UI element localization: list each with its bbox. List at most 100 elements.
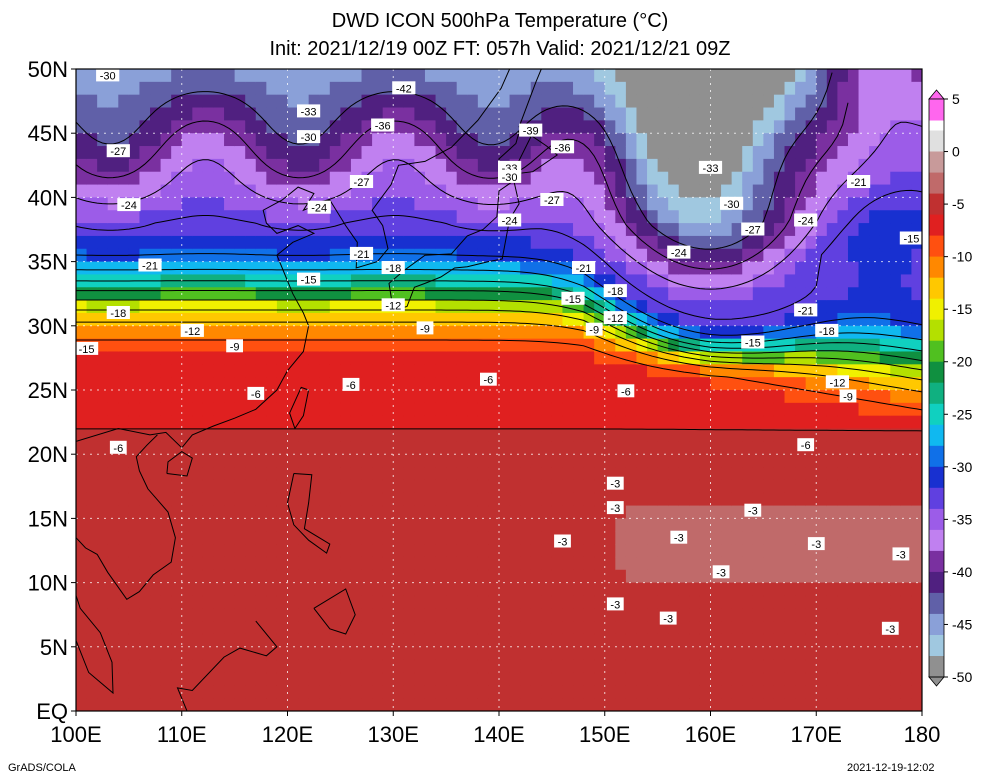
contour-label: -27 (106, 144, 130, 158)
contour-label: -15 (561, 291, 585, 306)
svg-text:-36: -36 (375, 121, 391, 133)
svg-text:-3: -3 (885, 624, 895, 636)
colorbar-bottom-arrow (928, 676, 945, 687)
contour-label: -3 (744, 503, 762, 518)
contour-label: -12 (381, 298, 405, 312)
colorbar-bin (929, 319, 944, 342)
colorbar-bin (929, 382, 944, 405)
colorbar-bin (929, 424, 944, 447)
svg-text:-36: -36 (555, 142, 571, 154)
coastlines (76, 69, 559, 711)
colorbar: 5 0 -5 -10 -15 -20 -25 -30 -35 -40 -45 -50 (928, 89, 972, 687)
contour-label: -27 (349, 175, 374, 189)
svg-text:-33: -33 (703, 163, 719, 175)
contour-label: -30 (297, 130, 321, 144)
svg-text:-30: -30 (301, 132, 317, 144)
lat-label: 50N (28, 57, 68, 82)
contour-label: -24 (307, 200, 331, 215)
svg-text:-39: -39 (523, 126, 539, 138)
lon-label: 100E (50, 722, 101, 747)
svg-text:-24: -24 (502, 216, 518, 228)
svg-text:-9: -9 (230, 341, 240, 353)
colorbar-label: -30 (952, 459, 972, 475)
colorbar-label: -50 (952, 669, 972, 685)
colorbar-label: -35 (952, 511, 972, 527)
colorbar-bin (929, 592, 944, 615)
lat-label: 45N (28, 121, 68, 146)
svg-text:-6: -6 (621, 386, 631, 398)
svg-text:-21: -21 (142, 261, 158, 273)
contour-label: -6 (342, 377, 360, 392)
svg-text:-6: -6 (346, 380, 356, 392)
contour-label: -6 (247, 386, 265, 401)
svg-text:-3: -3 (610, 479, 620, 491)
svg-text:-18: -18 (385, 263, 401, 275)
colorbar-top-arrow (928, 89, 945, 100)
svg-text:-18: -18 (819, 326, 835, 338)
temperature-field (76, 69, 922, 711)
svg-text:-3: -3 (811, 539, 821, 551)
contour-label: -3 (606, 476, 624, 491)
svg-text:-21: -21 (576, 263, 592, 275)
svg-text:-15: -15 (745, 338, 761, 350)
contour-label: -3 (881, 621, 899, 636)
colorbar-bin (929, 613, 944, 636)
svg-text:-12: -12 (829, 377, 845, 389)
svg-text:-30: -30 (724, 199, 740, 211)
contour-label: -9 (839, 389, 857, 403)
colorbar-bin (929, 277, 944, 300)
svg-text:-9: -9 (420, 323, 430, 335)
svg-text:-42: -42 (396, 83, 412, 95)
svg-text:-12: -12 (607, 313, 623, 325)
contour-label: -15 (75, 341, 99, 356)
contour-label: -15 (741, 335, 765, 350)
svg-text:-24: -24 (671, 248, 687, 260)
contour-label: -3 (659, 611, 677, 626)
colorbar-bin (929, 403, 944, 426)
contour-label: -3 (892, 547, 910, 561)
colorbar-bin (929, 508, 944, 531)
colorbar-bin (929, 635, 944, 657)
contour-labels: -42-30-33-36-30-39-36-27-33-30-33-27 -21-… (75, 68, 923, 636)
svg-text:-6: -6 (484, 375, 494, 387)
colorbar-bin (929, 529, 944, 552)
colorbar-label: 0 (952, 144, 960, 160)
contour-label: -6 (617, 384, 635, 398)
svg-text:-21: -21 (851, 177, 867, 189)
contour-label: -3 (606, 597, 624, 611)
lon-label: 110E (157, 722, 207, 747)
colorbar-bin (929, 151, 944, 173)
svg-text:-3: -3 (674, 533, 684, 545)
colorbar-label: -25 (952, 406, 972, 422)
contour-label: -30 (498, 169, 522, 184)
svg-text:-3: -3 (558, 537, 568, 549)
svg-text:-9: -9 (589, 325, 599, 337)
svg-text:-27: -27 (745, 225, 761, 237)
svg-text:-3: -3 (716, 567, 726, 579)
lat-label: 25N (28, 378, 68, 403)
svg-text:-30: -30 (502, 172, 518, 184)
colorbar-bin (929, 130, 944, 152)
colorbar-bin (929, 298, 944, 321)
svg-text:-3: -3 (610, 599, 620, 611)
contour-label: -21 (349, 246, 374, 261)
svg-text:-3: -3 (748, 506, 758, 518)
contour-label: -18 (381, 261, 405, 275)
contour-label: -3 (807, 537, 825, 551)
contour-label: -6 (109, 440, 127, 455)
contour-label: -21 (138, 258, 162, 273)
colorbar-bin (929, 466, 944, 489)
contour-label: -27 (540, 193, 564, 207)
svg-text:-15: -15 (565, 294, 581, 306)
svg-text:-24: -24 (121, 200, 137, 212)
contour-label: -9 (226, 339, 243, 353)
svg-text:-12: -12 (184, 326, 200, 338)
contour-label: -30 (720, 196, 744, 211)
lat-label: 20N (28, 442, 68, 467)
contour-label: -36 (371, 118, 395, 133)
colorbar-label: -40 (952, 564, 972, 580)
svg-text:-33: -33 (301, 106, 317, 118)
lat-label: 10N (28, 571, 68, 596)
svg-text:-21: -21 (354, 249, 370, 261)
colorbar-label: -10 (952, 249, 972, 265)
